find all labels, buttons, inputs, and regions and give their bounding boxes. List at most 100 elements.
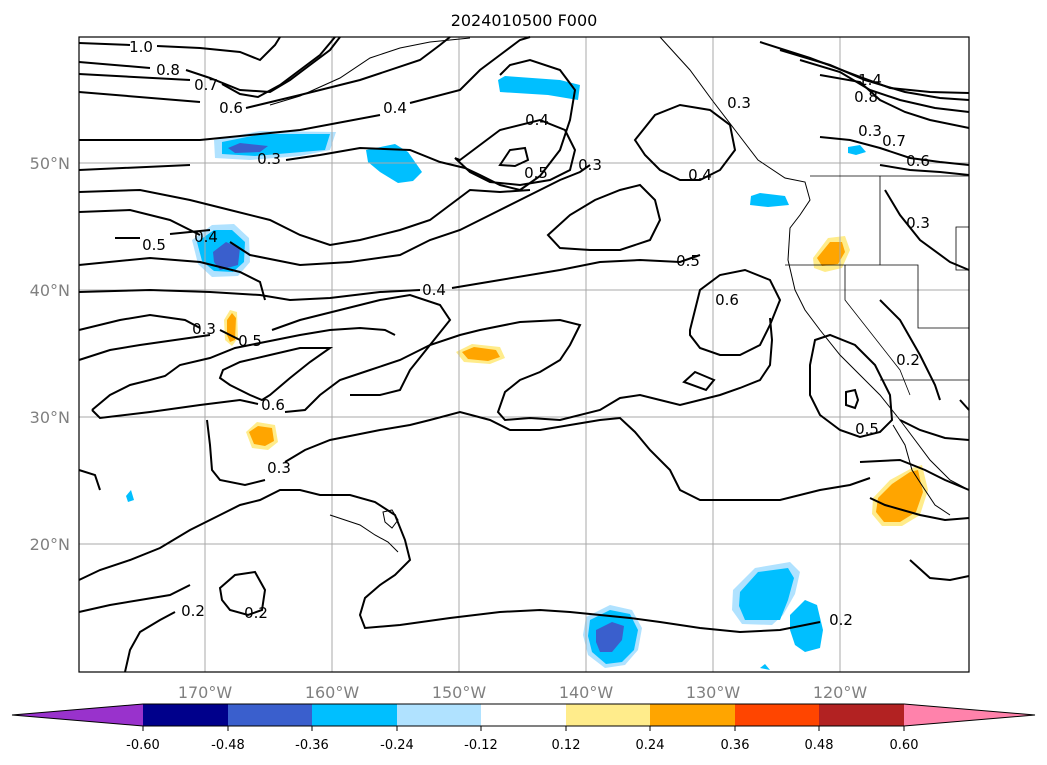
- contour-line: [91, 398, 259, 420]
- colorbar-segment: [566, 704, 650, 726]
- contour-label: 0.7: [194, 76, 218, 94]
- contour-line: [884, 189, 970, 271]
- contour-label: 0.4: [688, 166, 712, 184]
- contour-label: 0.4: [383, 99, 407, 117]
- colorbar-extend-high: [904, 704, 1035, 726]
- pos-shade: [462, 347, 500, 361]
- contour-line: [899, 419, 970, 441]
- contour-line: [859, 458, 970, 491]
- contour-label: 0.4: [422, 281, 446, 299]
- neg-shade: [498, 76, 580, 100]
- contour-line: [819, 136, 970, 166]
- contour-line: [78, 36, 336, 99]
- contour-line: [498, 146, 530, 168]
- hawaii-islands: [329, 514, 399, 553]
- lon-label: 140°W: [559, 683, 614, 702]
- contour-line: [879, 299, 941, 401]
- contour-line: [546, 183, 662, 251]
- lon-label: 150°W: [432, 683, 487, 702]
- contour-line: [218, 570, 267, 617]
- contour-label: 0.3: [267, 459, 291, 477]
- colorbar: -0.60 -0.48 -0.36 -0.24 -0.12 0.12 0.24 …: [11, 703, 1036, 753]
- contour-line: [879, 164, 970, 176]
- contour-label: 0.4: [525, 111, 549, 129]
- contour-label: 0.5: [676, 252, 700, 270]
- colorbar-segment: [819, 704, 904, 726]
- border-states: [785, 264, 969, 329]
- contour-line: [78, 254, 701, 302]
- contour-label: 0.2: [244, 604, 268, 622]
- contour-label: 0.5: [524, 164, 548, 182]
- contour-label: 0.6: [906, 152, 930, 170]
- contour-label: 0.7: [882, 132, 906, 150]
- colorbar-extend-low: [12, 704, 143, 726]
- pos-shade: [876, 470, 923, 522]
- contour-line: [869, 497, 970, 522]
- contour-labels: 1.0 0.8 0.7 0.6 0.4 0.3 0.4 0.5 0.3 0.4 …: [129, 38, 930, 629]
- contour-line: [78, 334, 211, 361]
- contour-label: 0.4: [194, 228, 218, 246]
- colorbar-label: -0.60: [126, 738, 160, 753]
- contour-line: [284, 317, 774, 422]
- map-frame: [78, 36, 970, 673]
- contour-label: 0.3: [257, 150, 281, 168]
- colorbar-label: -0.12: [464, 738, 498, 753]
- neg-shade: [790, 600, 823, 652]
- contour-label: 0.5: [238, 332, 262, 350]
- lon-label: 170°W: [178, 683, 233, 702]
- contour-label: 0.6: [261, 396, 285, 414]
- neg-shade: [760, 664, 770, 670]
- contour-line: [78, 584, 191, 613]
- contour-line: [124, 611, 176, 673]
- colorbar-label: -0.24: [380, 738, 414, 753]
- colorbar-label: 0.60: [890, 738, 919, 753]
- contour-line: [206, 410, 871, 501]
- contour-line: [454, 118, 577, 187]
- contour-label: 0.5: [855, 420, 879, 438]
- contour-label: 0.2: [181, 602, 205, 620]
- colorbar-segment: [650, 704, 735, 726]
- contour-line: [633, 103, 737, 181]
- contour-line: [78, 469, 101, 491]
- pos-shade: [817, 242, 845, 266]
- colorbar-segment: [481, 704, 566, 726]
- contour-label: 0.8: [156, 61, 180, 79]
- neg-shade: [750, 193, 789, 207]
- colorbar-segment: [312, 704, 397, 726]
- colorbar-label: -0.36: [295, 738, 329, 753]
- contour-label: 0.5: [142, 236, 166, 254]
- lon-label: 130°W: [686, 683, 741, 702]
- neg-shade: [228, 143, 268, 153]
- colorbar-label: 0.12: [552, 738, 581, 753]
- colorbar-segment: [228, 704, 312, 726]
- contour-label: 0.8: [854, 88, 878, 106]
- hawaii-big-island: [382, 509, 399, 529]
- neg-shade: [213, 242, 240, 270]
- contour-line: [91, 326, 396, 411]
- contour-line: [78, 256, 266, 301]
- contour-lines: [78, 36, 970, 673]
- contour-label: 0.6: [219, 99, 243, 117]
- lat-label: 20°N: [30, 535, 70, 554]
- contour-line: [78, 36, 281, 62]
- contour-line: [959, 399, 970, 411]
- pos-shade: [249, 426, 274, 446]
- colorbar-label: 0.36: [721, 738, 750, 753]
- baja-coast: [892, 424, 951, 516]
- contour-line: [218, 347, 334, 402]
- colorbar-labels: -0.60 -0.48 -0.36 -0.24 -0.12 0.12 0.24 …: [126, 738, 918, 753]
- contour-line: [78, 489, 821, 634]
- contour-line: [79, 36, 531, 141]
- colorbar-segment: [735, 704, 819, 726]
- map-area: [79, 37, 969, 672]
- lon-labels: 170°W 160°W 150°W 140°W 130°W 120°W: [178, 683, 868, 702]
- contour-line: [689, 268, 782, 356]
- colorbar-ticks: [142, 726, 905, 731]
- contour-line: [799, 59, 970, 113]
- lon-label: 120°W: [813, 683, 868, 702]
- contour-line: [809, 333, 894, 439]
- contour-label: 1.4: [858, 71, 882, 89]
- contour-line: [845, 388, 860, 410]
